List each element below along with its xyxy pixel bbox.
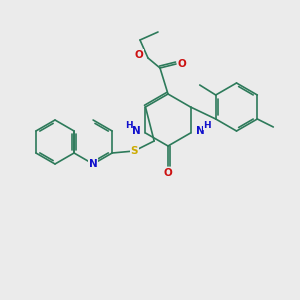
Text: N: N [132, 126, 140, 136]
Text: O: O [164, 168, 172, 178]
Text: S: S [130, 146, 138, 156]
Text: H: H [125, 121, 133, 130]
Text: O: O [178, 59, 186, 69]
Text: N: N [89, 159, 98, 169]
Text: O: O [134, 50, 143, 60]
Text: N: N [196, 126, 204, 136]
Text: H: H [203, 121, 211, 130]
